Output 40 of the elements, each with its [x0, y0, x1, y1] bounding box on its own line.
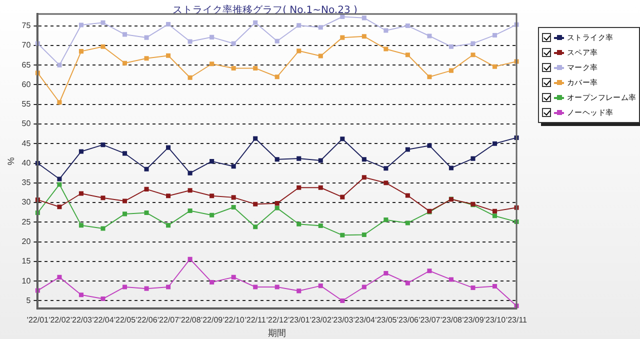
x-tick-label: '23/10: [484, 316, 506, 325]
x-tick-label: '22/04: [92, 316, 114, 325]
y-tick-label: 70: [22, 40, 32, 50]
x-tick-label: '23/07: [418, 316, 441, 325]
y-tick-label: 15: [22, 256, 32, 266]
x-tick-label: '22/07: [158, 316, 180, 325]
x-tick-label: '22/02: [48, 316, 71, 325]
y-tick-label: 5: [26, 296, 32, 305]
x-tick-label: '22/09: [201, 316, 224, 325]
y-tick-label: 60: [22, 80, 32, 89]
y-tick-label: 55: [22, 100, 32, 109]
y-tick-label: 40: [22, 158, 32, 168]
x-tick-label: '23/05: [375, 316, 398, 325]
x-tick-label: '22/06: [136, 316, 158, 325]
x-tick-label: '23/09: [462, 316, 484, 325]
x-tick-label: '23/04: [353, 316, 376, 325]
y-tick-label: 75: [22, 20, 32, 30]
x-tick-label: '22/12: [266, 316, 288, 325]
x-tick-label: '22/11: [244, 316, 266, 325]
x-axis-title: 期間: [268, 328, 286, 338]
y-tick-label: 50: [22, 119, 32, 128]
y-axis-title: %: [6, 157, 16, 166]
y-tick-label: 65: [22, 60, 32, 70]
x-tick-label: '22/05: [114, 316, 136, 325]
x-tick-label: '22/01: [26, 316, 50, 325]
y-tick-label: 10: [22, 276, 32, 286]
x-tick-label: '22/10: [222, 316, 245, 325]
y-tick-label: 20: [22, 237, 32, 246]
x-tick-label: '23/11: [506, 316, 528, 325]
y-tick-label: 35: [22, 178, 32, 188]
y-tick-label: 25: [22, 217, 32, 226]
x-tick-label: '23/01: [288, 316, 310, 325]
x-tick-label: '23/06: [396, 316, 420, 325]
x-tick-label: '23/03: [332, 316, 354, 325]
x-tick-label: '23/02: [310, 316, 332, 325]
x-tick-label: '22/08: [179, 316, 202, 325]
y-tick-label: 45: [22, 138, 32, 148]
x-tick-label: '23/08: [440, 316, 463, 325]
y-tick-label: 30: [22, 198, 32, 207]
x-tick-label: '22/03: [70, 316, 93, 325]
